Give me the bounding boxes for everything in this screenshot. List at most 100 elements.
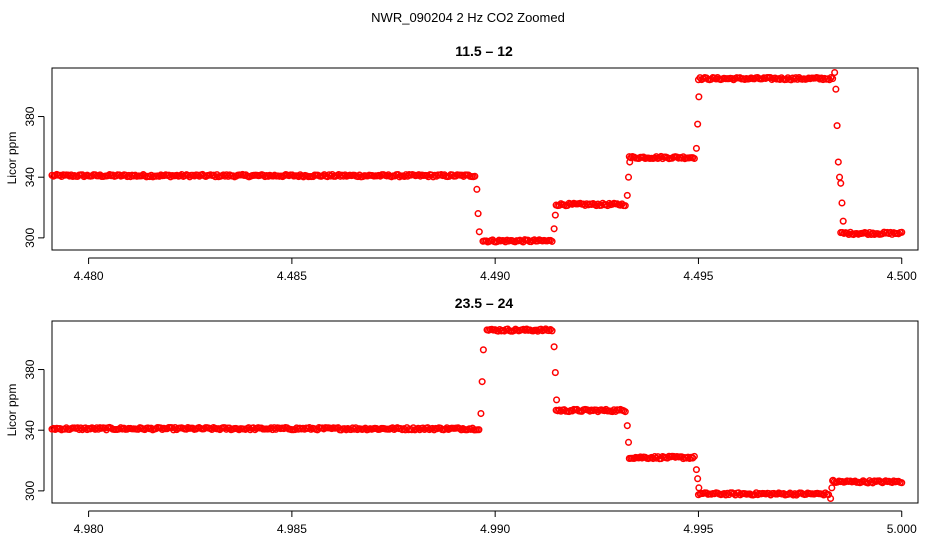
panel-1-y-tick-label: 340 bbox=[23, 167, 37, 187]
panel-1-point bbox=[651, 154, 659, 162]
panel-1-transition-point bbox=[550, 225, 558, 233]
panel-2-point bbox=[428, 424, 437, 433]
panel-2-point bbox=[77, 424, 85, 432]
panel-2-point bbox=[270, 424, 278, 432]
panel-2-x-tick-label: 4.990 bbox=[480, 522, 510, 536]
panel-1-points bbox=[48, 69, 906, 246]
panel-1-transition-point bbox=[626, 158, 634, 166]
panel-2-transition-point bbox=[694, 475, 702, 483]
panel-2-point bbox=[419, 424, 427, 432]
panel-1-point bbox=[678, 154, 686, 162]
panel-2-point bbox=[389, 424, 397, 432]
panel-2-transition-point bbox=[623, 422, 631, 430]
panel-2-point bbox=[537, 325, 545, 333]
panel-2-x-tick-label: 4.980 bbox=[74, 522, 104, 536]
panel-2-y-tick-label: 340 bbox=[23, 420, 37, 440]
panel-2-y-tick-label: 300 bbox=[23, 481, 37, 501]
panel-1-y-tick-label: 380 bbox=[23, 106, 37, 126]
panel-1-point bbox=[224, 172, 232, 180]
panel-1-y-tick-label: 300 bbox=[23, 228, 37, 248]
panel-1-x-tick-label: 4.490 bbox=[480, 269, 510, 283]
panel-2-point bbox=[621, 408, 629, 416]
panel-1-x-tick-label: 4.480 bbox=[74, 269, 104, 283]
panel-1-transition-point bbox=[835, 173, 844, 181]
panel-2-transition-point bbox=[478, 378, 486, 386]
panel-2-transition-point bbox=[695, 484, 703, 492]
panel-2-transition-point bbox=[829, 476, 837, 484]
figure-title: NWR_090204 2 Hz CO2 Zoomed bbox=[371, 10, 565, 25]
panel-2-point bbox=[690, 452, 698, 460]
panel-1-point bbox=[471, 172, 479, 180]
panel-1-point bbox=[592, 202, 600, 210]
panel-1-point bbox=[621, 202, 629, 210]
panel-1-transition-point bbox=[839, 217, 847, 225]
panel-2-y-axis: 300 340 380 bbox=[23, 359, 45, 501]
panel-1-point bbox=[184, 171, 192, 179]
panel-1-transition-point bbox=[623, 191, 631, 199]
panel-1-transition-point bbox=[832, 85, 840, 93]
panel-2-point bbox=[443, 424, 451, 432]
panel-1-point bbox=[402, 171, 410, 179]
panel-1-transition-point bbox=[833, 122, 841, 130]
panel-2-ylabel: Licor ppm bbox=[5, 384, 19, 437]
panel-2-point bbox=[414, 424, 422, 432]
panel-2-point bbox=[221, 424, 229, 432]
panel-2-transition-point bbox=[551, 369, 559, 377]
panel-1-point bbox=[354, 173, 362, 181]
panel-1-transition-point bbox=[837, 179, 845, 187]
panel-2-point bbox=[898, 479, 906, 487]
panel-2-point bbox=[765, 489, 773, 498]
panel-1-point bbox=[327, 172, 335, 180]
panel-2-transition-point bbox=[553, 396, 561, 404]
panel-2-transition-point bbox=[477, 409, 485, 418]
panel-1-point bbox=[712, 75, 720, 83]
panel-1-transition-point bbox=[831, 69, 839, 77]
panel-2-point bbox=[494, 327, 502, 335]
panel-1-point bbox=[776, 75, 784, 84]
panel-1-point bbox=[829, 75, 837, 83]
panel-2-point bbox=[475, 426, 483, 434]
panel-1-transition-point bbox=[834, 158, 842, 166]
panel-2-point bbox=[134, 425, 142, 433]
panel-1: 11.5 – 12 Licor ppm 4.480 4.485 4.490 4.495… bbox=[5, 43, 919, 283]
panel-2-point bbox=[147, 424, 155, 432]
panel-1-transition-point bbox=[473, 185, 481, 193]
panel-1-transition-point bbox=[474, 210, 482, 218]
panel-2-point bbox=[225, 424, 234, 432]
panel-1-transition-point bbox=[551, 211, 559, 219]
panel-1-point bbox=[548, 237, 556, 245]
panel-1-point bbox=[898, 228, 906, 236]
panel-2-point bbox=[361, 424, 369, 432]
panel-1-x-axis: 4.480 4.485 4.490 4.495 4.500 bbox=[74, 257, 917, 283]
panel-2-point bbox=[610, 406, 618, 414]
panel-1-point bbox=[690, 154, 698, 163]
panel-1-transition-point bbox=[694, 120, 702, 128]
panel-1-point bbox=[78, 171, 86, 179]
panel-1-plot-frame bbox=[51, 67, 919, 251]
panel-1-point bbox=[88, 172, 96, 180]
panel-2-point bbox=[689, 454, 697, 462]
panel-2-transition-point bbox=[827, 494, 835, 503]
panel-1-y-axis: 300 340 380 bbox=[23, 106, 45, 248]
panel-2-point bbox=[652, 454, 660, 462]
panel-1-point bbox=[299, 173, 308, 181]
panel-1-transition-point bbox=[624, 173, 633, 181]
panel-1-point bbox=[782, 75, 790, 84]
panel-1-transition-point bbox=[475, 228, 483, 236]
panel-2-transition-point bbox=[550, 343, 558, 351]
panel-2-transition-point bbox=[624, 438, 633, 446]
panel-2-plot-frame bbox=[51, 320, 919, 504]
panel-2-point bbox=[521, 326, 529, 334]
panel-2-transition-point bbox=[692, 466, 700, 474]
panel-2-transition-point bbox=[479, 346, 487, 354]
panel-2-title: 23.5 – 24 bbox=[455, 295, 514, 311]
panel-1-ylabel: Licor ppm bbox=[5, 132, 19, 185]
panel-2-x-tick-label: 4.985 bbox=[277, 522, 307, 536]
panel-2-point bbox=[546, 325, 555, 334]
panel-2-point bbox=[548, 327, 556, 335]
panel-1-x-tick-label: 4.500 bbox=[887, 269, 917, 283]
panel-2-point bbox=[510, 327, 518, 335]
panel-2-y-tick-label: 380 bbox=[23, 359, 37, 379]
panel-2-points bbox=[48, 325, 906, 503]
